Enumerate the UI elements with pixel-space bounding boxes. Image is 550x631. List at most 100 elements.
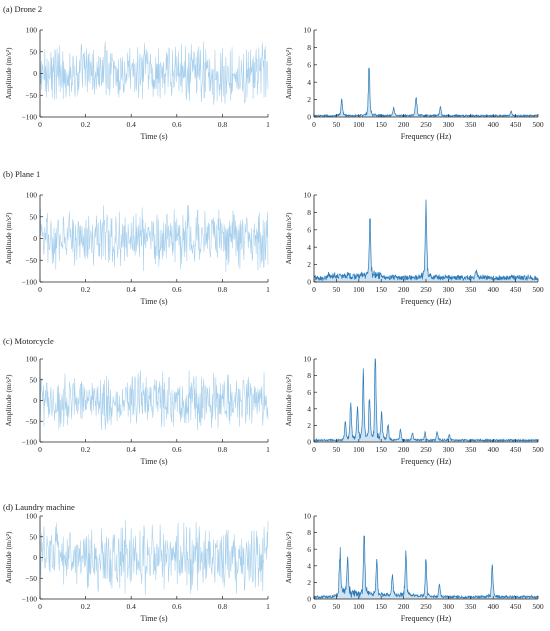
- y-tick-label: 50: [30, 375, 38, 384]
- spectrum-line: [313, 199, 539, 282]
- x-tick-label: 0.6: [172, 120, 182, 129]
- panel-title: (a) Drone 2: [3, 4, 42, 14]
- y-tick-label: 6: [307, 545, 311, 554]
- x-tick-label: 1: [266, 120, 270, 129]
- y-axis-label: Amplitude (m/s²): [4, 212, 13, 265]
- x-tick-label: 0: [38, 120, 42, 129]
- x-tick-label: 250: [420, 602, 432, 611]
- y-tick-label: 2: [307, 260, 311, 269]
- panel-title: (d) Laundry machine: [3, 502, 75, 512]
- panel-title: (b) Plane 1: [3, 169, 40, 179]
- y-tick-label: −100: [22, 438, 38, 447]
- spectrum-line: [313, 358, 539, 443]
- x-tick-label: 350: [465, 602, 477, 611]
- x-axis-label: Time (s): [140, 457, 167, 466]
- y-tick-label: −50: [25, 91, 37, 100]
- x-tick-label: 450: [510, 602, 522, 611]
- x-tick-label: 0: [312, 602, 316, 611]
- y-tick-label: −50: [25, 256, 37, 265]
- x-tick-label: 0.2: [81, 120, 91, 129]
- x-tick-label: 0: [312, 285, 316, 294]
- y-tick-label: 2: [307, 95, 311, 104]
- spectrum-fill: [314, 535, 538, 599]
- x-tick-label: 0: [38, 445, 42, 454]
- x-tick-label: 0.6: [172, 602, 182, 611]
- y-tick-label: −100: [22, 595, 38, 604]
- y-tick-label: −100: [22, 113, 38, 122]
- y-tick-label: 0: [307, 278, 311, 287]
- y-tick-label: 6: [307, 225, 311, 234]
- x-tick-label: 100: [353, 120, 365, 129]
- x-tick-label: 300: [443, 602, 455, 611]
- y-tick-label: 10: [304, 512, 312, 521]
- y-tick-label: 50: [30, 47, 38, 56]
- y-tick-label: 4: [307, 404, 311, 413]
- y-tick-label: 10: [304, 26, 312, 35]
- y-tick-label: 8: [307, 528, 311, 537]
- y-axis-label: Amplitude (m/s²): [284, 374, 293, 427]
- x-axis-label: Frequency (Hz): [401, 297, 452, 306]
- x-tick-label: 200: [398, 120, 410, 129]
- x-tick-label: 0.6: [172, 445, 182, 454]
- x-tick-label: 400: [488, 602, 500, 611]
- x-tick-label: 300: [443, 285, 455, 294]
- y-tick-label: 100: [26, 191, 38, 200]
- y-axis-label: Amplitude (m/s²): [284, 47, 293, 100]
- x-axis-label: Time (s): [140, 132, 167, 141]
- x-axis-label: Frequency (Hz): [401, 132, 452, 141]
- x-tick-label: 100: [353, 602, 365, 611]
- x-axis-label: Frequency (Hz): [401, 614, 452, 623]
- y-tick-label: 0: [307, 113, 311, 122]
- x-tick-label: 400: [488, 445, 500, 454]
- x-tick-label: 1: [266, 602, 270, 611]
- x-tick-label: 500: [532, 602, 544, 611]
- y-tick-label: −50: [25, 417, 37, 426]
- y-tick-label: 0: [33, 396, 37, 405]
- spectrum-line: [313, 535, 539, 600]
- x-tick-label: 0.4: [127, 445, 137, 454]
- x-tick-label: 450: [510, 285, 522, 294]
- x-axis-label: Frequency (Hz): [401, 457, 452, 466]
- x-tick-label: 400: [488, 120, 500, 129]
- x-tick-label: 500: [532, 285, 544, 294]
- x-tick-label: 500: [532, 120, 544, 129]
- panel-title: (c) Motorcycle: [3, 336, 54, 346]
- x-tick-label: 50: [333, 120, 341, 129]
- y-tick-label: 10: [304, 191, 312, 200]
- y-tick-label: 0: [307, 438, 311, 447]
- y-tick-label: 0: [33, 69, 37, 78]
- y-tick-label: 8: [307, 208, 311, 217]
- spectrum-fill: [314, 67, 538, 117]
- x-tick-label: 50: [333, 602, 341, 611]
- y-tick-label: 2: [307, 578, 311, 587]
- y-tick-label: −100: [22, 278, 38, 287]
- y-tick-label: 100: [26, 355, 38, 364]
- y-tick-label: 4: [307, 243, 311, 252]
- x-tick-label: 200: [398, 445, 410, 454]
- spectrum-fill: [314, 359, 538, 442]
- x-tick-label: 0.4: [127, 602, 137, 611]
- x-tick-label: 0: [312, 445, 316, 454]
- x-tick-label: 0.8: [218, 602, 228, 611]
- y-tick-label: 100: [26, 26, 38, 35]
- y-tick-label: 8: [307, 371, 311, 380]
- x-tick-label: 450: [510, 120, 522, 129]
- x-tick-label: 100: [353, 445, 365, 454]
- y-tick-label: 100: [26, 512, 38, 521]
- x-tick-label: 150: [376, 285, 388, 294]
- x-axis-label: Time (s): [140, 614, 167, 623]
- y-axis-label: Amplitude (m/s²): [284, 531, 293, 584]
- x-tick-label: 100: [353, 285, 365, 294]
- x-tick-label: 350: [465, 120, 477, 129]
- x-tick-label: 0.8: [218, 445, 228, 454]
- x-tick-label: 0.2: [81, 602, 91, 611]
- x-tick-label: 400: [488, 285, 500, 294]
- y-axis-label: Amplitude (m/s²): [4, 374, 13, 427]
- x-tick-label: 0.4: [127, 120, 137, 129]
- x-tick-label: 0.4: [127, 285, 137, 294]
- x-tick-label: 350: [465, 445, 477, 454]
- y-axis-label: Amplitude (m/s²): [4, 531, 13, 584]
- x-tick-label: 250: [420, 445, 432, 454]
- y-tick-label: 2: [307, 421, 311, 430]
- x-tick-label: 50: [333, 445, 341, 454]
